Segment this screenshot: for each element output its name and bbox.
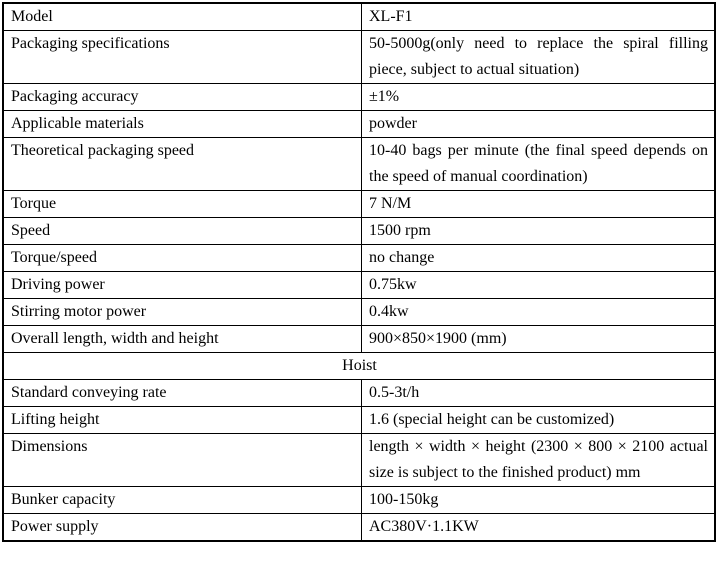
spec-value: XL-F1: [361, 2, 716, 31]
spec-label: Power supply: [2, 513, 362, 542]
table-row: Stirring motor power 0.4kw: [2, 298, 716, 326]
spec-label: Torque: [2, 190, 362, 218]
spec-value: ±1%: [361, 83, 716, 111]
spec-value: no change: [361, 244, 716, 272]
spec-value: 0.4kw: [361, 298, 716, 326]
spec-value: 7 N/M: [361, 190, 716, 218]
spec-label: Lifting height: [2, 406, 362, 434]
table-row: Overall length, width and height 900×850×…: [2, 325, 716, 353]
spec-label: Speed: [2, 217, 362, 245]
table-row: Torque 7 N/M: [2, 190, 716, 218]
spec-label: Overall length, width and height: [2, 325, 362, 353]
spec-value: 100-150kg: [361, 486, 716, 514]
table-row: Speed 1500 rpm: [2, 217, 716, 245]
spec-value: 1500 rpm: [361, 217, 716, 245]
spec-label: Packaging specifications: [2, 30, 362, 84]
section-title: Hoist: [2, 352, 716, 380]
spec-label: Applicable materials: [2, 110, 362, 138]
table-row: Driving power 0.75kw: [2, 271, 716, 299]
spec-value: 1.6 (special height can be customized): [361, 406, 716, 434]
spec-label: Standard conveying rate: [2, 379, 362, 407]
spec-label: Driving power: [2, 271, 362, 299]
spec-label: Torque/speed: [2, 244, 362, 272]
section-row: Hoist: [2, 352, 716, 380]
spec-value: 0.5-3t/h: [361, 379, 716, 407]
table-row: Packaging specifications 50-5000g(only ne…: [2, 30, 716, 84]
table-row: Model XL-F1: [2, 2, 716, 31]
spec-value: 50-5000g(only need to replace the spiral…: [361, 30, 716, 84]
table-row: Lifting height 1.6 (special height can be…: [2, 406, 716, 434]
spec-value: 10-40 bags per minute (the final speed d…: [361, 137, 716, 191]
table-row: Power supply AC380V·1.1KW: [2, 513, 716, 542]
table-row: Torque/speed no change: [2, 244, 716, 272]
spec-value: length × width × height (2300 × 800 × 21…: [361, 433, 716, 487]
table-row: Standard conveying rate 0.5-3t/h: [2, 379, 716, 407]
table-row: Bunker capacity 100-150kg: [2, 486, 716, 514]
spec-label: Model: [2, 2, 362, 31]
spec-value: 900×850×1900 (mm): [361, 325, 716, 353]
spec-value: powder: [361, 110, 716, 138]
spec-table: Model XL-F1 Packaging specifications 50-500…: [2, 2, 716, 542]
table-row: Applicable materials powder: [2, 110, 716, 138]
spec-value: AC380V·1.1KW: [361, 513, 716, 542]
table-row: Theoretical packaging speed 10-40 bags pe…: [2, 137, 716, 191]
table-body: Model XL-F1 Packaging specifications 50-500…: [2, 2, 716, 542]
table-row: Dimensions length × width × height (2300 …: [2, 433, 716, 487]
spec-label: Packaging accuracy: [2, 83, 362, 111]
spec-label: Stirring motor power: [2, 298, 362, 326]
spec-label: Theoretical packaging speed: [2, 137, 362, 191]
spec-label: Dimensions: [2, 433, 362, 487]
spec-value: 0.75kw: [361, 271, 716, 299]
table-row: Packaging accuracy ±1%: [2, 83, 716, 111]
spec-label: Bunker capacity: [2, 486, 362, 514]
